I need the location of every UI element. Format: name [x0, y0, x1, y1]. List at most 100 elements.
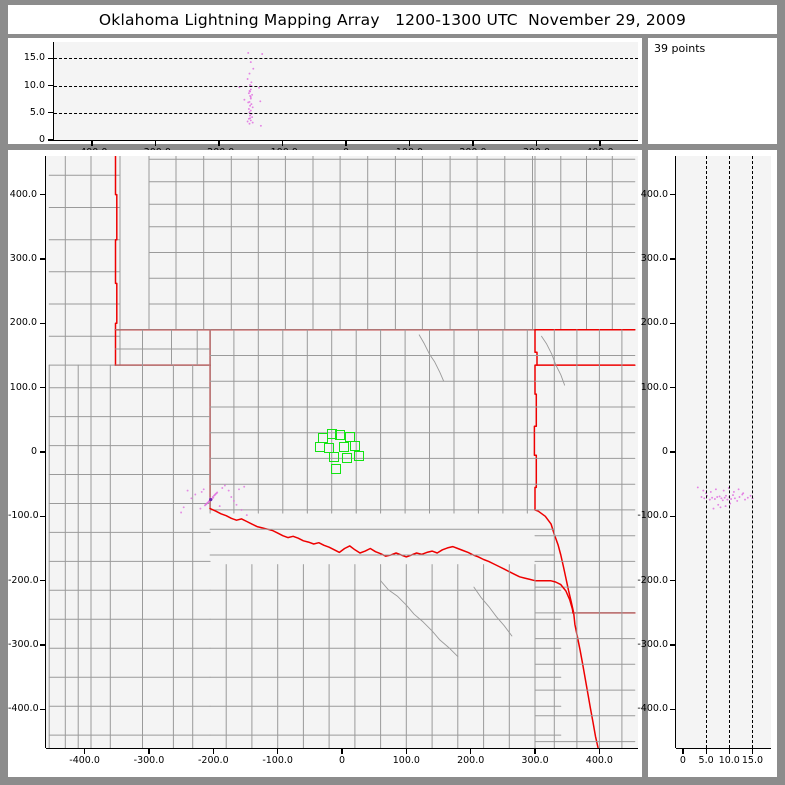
- point-count-panel: 39 points: [648, 38, 777, 144]
- gridline-horizontal: [54, 85, 638, 87]
- x-tick: [599, 140, 601, 146]
- y-tick-label: 300.0: [640, 252, 668, 264]
- x-tick: [91, 140, 93, 146]
- y-tick: [48, 139, 54, 141]
- x-tick-label: 10.0: [718, 755, 740, 766]
- y-tick: [40, 451, 46, 453]
- y-tick: [670, 515, 676, 518]
- y-tick-label: 5.0: [29, 106, 45, 118]
- plan-view-map-panel: -400.0 -300.0 -200.0 -100.0 0 100.0 200.0 300.0…: [8, 150, 642, 777]
- lma-station-markers: [46, 156, 638, 748]
- y-tick: [48, 57, 54, 60]
- y-tick-label: -200.0: [8, 574, 39, 586]
- y-tick: [670, 451, 676, 453]
- y-tick: [40, 194, 46, 196]
- plan-view-map-plot-area: [46, 156, 638, 748]
- y-tick-label: 0: [38, 134, 45, 145]
- gridline-horizontal: [54, 58, 638, 60]
- y-tick: [670, 322, 676, 324]
- x-tick: [535, 140, 538, 146]
- x-tick: [405, 748, 408, 754]
- x-tick-label: 15.0: [741, 755, 764, 766]
- y-tick: [670, 387, 676, 389]
- altitude-vs-north-points: [696, 486, 754, 510]
- x-axis-line: [676, 748, 771, 750]
- station-marker: [330, 463, 341, 474]
- station-marker: [353, 450, 364, 461]
- y-tick-label: -100.0: [637, 510, 668, 522]
- y-tick-label: 400.0: [640, 188, 668, 200]
- y-tick-label: 0: [30, 446, 37, 457]
- y-tick: [40, 580, 46, 582]
- y-axis-line: [53, 42, 55, 140]
- y-tick: [40, 515, 46, 518]
- title-bar: Oklahoma Lightning Mapping Array 1200-13…: [8, 5, 777, 34]
- x-tick-label: -100.0: [262, 755, 293, 766]
- altitude-vs-east-points: [238, 51, 264, 127]
- y-tick-label: 100.0: [9, 381, 37, 393]
- x-tick-label: 100.0: [392, 755, 420, 766]
- altitude-vs-east-plot-area: [54, 42, 638, 140]
- y-tick-label: -400.0: [637, 703, 668, 715]
- y-tick-label: 10.0: [23, 79, 45, 91]
- station-marker: [338, 441, 349, 452]
- map-geography: [48, 156, 636, 748]
- x-tick-label: 300.0: [521, 755, 549, 766]
- station-marker: [326, 429, 337, 439]
- station-marker: [349, 440, 360, 451]
- y-tick: [40, 708, 46, 711]
- x-tick-label: 400.0: [585, 755, 613, 766]
- y-tick-label: -400.0: [8, 703, 39, 715]
- y-tick: [670, 644, 676, 646]
- x-tick: [470, 748, 472, 754]
- page-title: Oklahoma Lightning Mapping Array 1200-13…: [98, 10, 687, 29]
- point-count-label: 39 points: [654, 42, 706, 55]
- y-tick-label: 300.0: [9, 252, 37, 264]
- x-tick: [728, 748, 730, 754]
- x-tick: [341, 748, 343, 754]
- x-tick: [472, 140, 474, 146]
- x-tick: [345, 140, 347, 146]
- x-tick-label: -300.0: [133, 755, 165, 766]
- y-tick: [670, 258, 676, 260]
- x-tick: [751, 748, 754, 754]
- station-marker: [335, 430, 346, 441]
- station-marker: [324, 443, 335, 454]
- x-tick: [408, 140, 411, 146]
- y-tick: [40, 322, 46, 324]
- map-source-points: [180, 484, 248, 517]
- x-tick-label: -400.0: [69, 755, 100, 766]
- x-tick: [598, 748, 601, 754]
- y-tick: [670, 708, 676, 711]
- altitude-vs-north-panel: -400.0 -300.0 -200.0 -100.0 0 100.0 200.0 300.0…: [637, 150, 777, 777]
- altitude-vs-east-panel: 05.010.015.0-400.0-300.0-200.0-100.00100…: [8, 38, 642, 158]
- y-tick: [40, 258, 46, 260]
- gridline-vertical: [706, 156, 708, 748]
- x-tick: [682, 748, 684, 754]
- gridline-vertical: [729, 156, 731, 748]
- station-marker: [342, 453, 353, 464]
- y-tick-label: 200.0: [640, 317, 668, 329]
- altitude-vs-north-plot-area: [676, 156, 771, 748]
- y-tick: [40, 644, 46, 646]
- x-tick: [148, 748, 150, 754]
- x-tick: [212, 748, 214, 754]
- y-tick-label: -300.0: [8, 639, 39, 651]
- station-marker: [329, 452, 340, 463]
- x-tick: [218, 140, 220, 146]
- x-tick: [281, 140, 284, 146]
- x-tick-label: 5.0: [698, 755, 714, 766]
- y-tick: [670, 194, 676, 196]
- x-tick-label: 0: [338, 755, 346, 766]
- y-tick-label: 100.0: [640, 381, 668, 393]
- x-tick-label: 200.0: [457, 755, 485, 766]
- x-tick: [705, 748, 707, 754]
- y-tick-label: 400.0: [9, 188, 37, 200]
- x-tick-label: -200.0: [197, 755, 229, 766]
- y-tick-label: -200.0: [637, 574, 668, 586]
- y-tick-label: 15.0: [23, 52, 45, 64]
- gridline-horizontal: [54, 112, 638, 114]
- gridline-vertical: [752, 156, 754, 748]
- x-tick: [534, 748, 536, 754]
